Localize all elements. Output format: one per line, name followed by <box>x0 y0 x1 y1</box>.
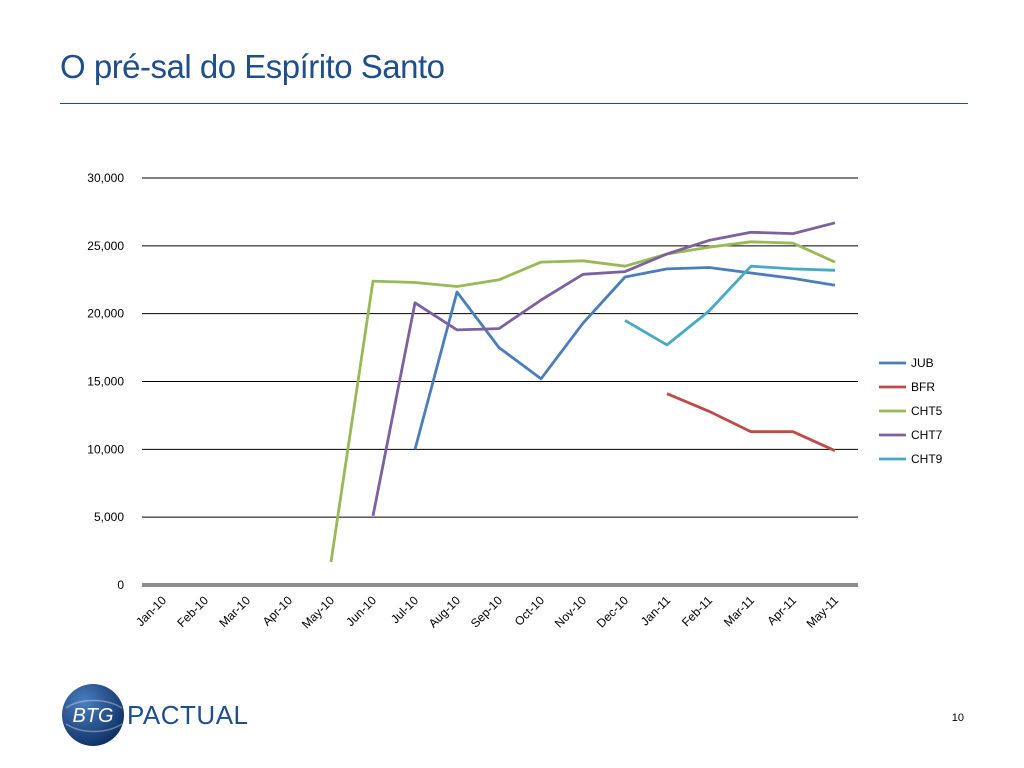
x-tick-label: Jul-10 <box>388 593 421 626</box>
y-tick-label: 0 <box>117 578 124 592</box>
title-divider <box>60 103 968 104</box>
x-tick-label: Mar-10 <box>216 593 253 630</box>
series-line-jub <box>413 266 836 450</box>
series-line-cht9 <box>624 264 836 347</box>
logo-globe-icon: BTG <box>62 684 124 746</box>
series-line-cht5 <box>329 240 836 563</box>
x-axis-ticks: Jan-10 Feb-10 Mar-10 Apr-10 May-10 Jun-10 Jul-… <box>133 593 841 631</box>
y-tick-label: 10,000 <box>87 442 124 456</box>
slide-title: O pré-sal do Espírito Santo <box>60 48 445 85</box>
y-axis-ticks: 0 5,000 10,000 15,000 20,000 25,000 30,000 <box>87 171 124 592</box>
x-tick-label: Jan-11 <box>638 593 673 628</box>
x-tick-label: May-10 <box>299 593 337 631</box>
legend-label-cht7: CHT7 <box>911 428 943 442</box>
svg-text:BTG: BTG <box>72 705 113 727</box>
legend-label-bfr: BFR <box>911 380 935 394</box>
legend-label-cht9: CHT9 <box>911 452 943 466</box>
legend-label-jub: JUB <box>911 356 934 370</box>
series-lines <box>329 221 836 563</box>
x-tick-label: May-11 <box>804 593 842 631</box>
x-tick-label: Nov-10 <box>552 593 589 630</box>
x-tick-label: Jun-10 <box>343 593 379 629</box>
x-tick-label: Feb-11 <box>679 593 715 629</box>
x-tick-label: Oct-10 <box>512 593 548 629</box>
page-number: 10 <box>951 712 964 724</box>
x-tick-label: Apr-11 <box>764 593 799 628</box>
x-tick-label: Apr-10 <box>260 593 296 629</box>
y-tick-label: 25,000 <box>87 239 124 253</box>
series-line-bfr <box>666 392 836 452</box>
y-tick-label: 30,000 <box>87 171 124 185</box>
y-tick-label: 5,000 <box>94 510 124 524</box>
series-line-cht7 <box>371 221 836 517</box>
grid-lines <box>142 177 858 587</box>
x-tick-label: Sep-10 <box>468 593 505 630</box>
y-tick-label: 15,000 <box>87 375 124 389</box>
logo-wordmark: PACTUAL <box>127 700 249 730</box>
x-tick-label: Aug-10 <box>426 593 463 630</box>
btg-pactual-logo: BTG <box>60 680 260 750</box>
x-tick-label: Jan-10 <box>133 593 169 629</box>
x-tick-label: Mar-11 <box>721 593 757 629</box>
y-tick-label: 20,000 <box>87 307 124 321</box>
x-tick-label: Dec-10 <box>594 593 631 630</box>
x-tick-label: Feb-10 <box>174 593 211 630</box>
legend-label-cht5: CHT5 <box>911 404 943 418</box>
legend: JUB BFR CHT5 CHT7 CHT9 <box>879 356 943 466</box>
